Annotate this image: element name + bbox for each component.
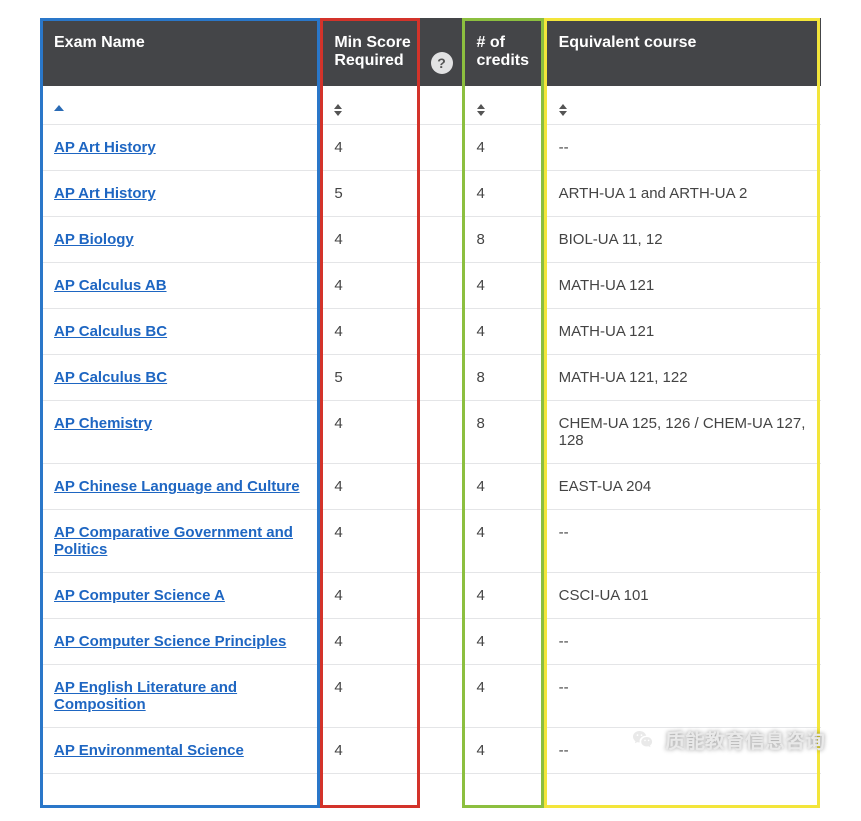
- cell-equiv: --: [545, 510, 821, 573]
- sort-cell-score[interactable]: [320, 86, 462, 125]
- help-icon[interactable]: ?: [431, 52, 453, 74]
- table-row: AP Calculus AB44MATH-UA 121: [40, 263, 821, 309]
- cell-credits: 4: [463, 125, 545, 171]
- cell-score: 4: [320, 125, 462, 171]
- cell-credits: 4: [463, 309, 545, 355]
- table-row: AP English Literature and Composition44-…: [40, 665, 821, 728]
- cell-score: 5: [320, 355, 462, 401]
- cell-exam: AP Environmental Science: [40, 728, 320, 774]
- cell-exam: AP Calculus AB: [40, 263, 320, 309]
- table-row: AP Calculus BC 58MATH-UA 121, 122: [40, 355, 821, 401]
- cell-credits: 8: [463, 217, 545, 263]
- cell-equiv: --: [545, 665, 821, 728]
- cell-credits: 4: [463, 263, 545, 309]
- exam-link[interactable]: AP Comparative Government and Politics: [54, 524, 293, 558]
- exam-link[interactable]: AP Chinese Language and Culture: [54, 478, 300, 495]
- credits-table: Exam NameMin Score Required?# of credits…: [40, 18, 821, 774]
- cell-score: 4: [320, 665, 462, 728]
- sort-indicator-row: [40, 86, 821, 125]
- exam-link[interactable]: AP Calculus BC: [54, 369, 167, 386]
- cell-score: 4: [320, 728, 462, 774]
- sort-toggle-icon: [334, 104, 342, 116]
- cell-credits: 4: [463, 171, 545, 217]
- table-row: AP Chemistry 48CHEM-UA 125, 126 / CHEM-UA…: [40, 401, 821, 464]
- cell-equiv: ARTH-UA 1 and ARTH-UA 2: [545, 171, 821, 217]
- col-header-score[interactable]: Min Score Required?: [320, 18, 462, 86]
- table-row: AP Comparative Government and Politics 44…: [40, 510, 821, 573]
- cell-equiv: MATH-UA 121: [545, 263, 821, 309]
- exam-link[interactable]: AP English Literature and Composition: [54, 679, 237, 713]
- cell-exam: AP Art History: [40, 171, 320, 217]
- cell-credits: 4: [463, 573, 545, 619]
- cell-score: 4: [320, 573, 462, 619]
- exam-link[interactable]: AP Environmental Science: [54, 742, 244, 759]
- cell-score: 4: [320, 309, 462, 355]
- cell-equiv: CHEM-UA 125, 126 / CHEM-UA 127, 128: [545, 401, 821, 464]
- watermark: 质能教育信息咨询: [631, 725, 825, 754]
- cell-exam: AP Chemistry: [40, 401, 320, 464]
- wechat-icon: [631, 728, 655, 752]
- cell-credits: 4: [463, 665, 545, 728]
- col-header-exam[interactable]: Exam Name: [40, 18, 320, 86]
- col-header-equiv[interactable]: Equivalent course: [545, 18, 821, 86]
- exam-link[interactable]: AP Chemistry: [54, 415, 152, 432]
- cell-score: 4: [320, 619, 462, 665]
- cell-exam: AP English Literature and Composition: [40, 665, 320, 728]
- table-row: AP Chinese Language and Culture44EAST-UA…: [40, 464, 821, 510]
- exam-link[interactable]: AP Biology: [54, 231, 134, 248]
- cell-equiv: --: [545, 619, 821, 665]
- col-header-credits[interactable]: # of credits: [463, 18, 545, 86]
- cell-credits: 4: [463, 464, 545, 510]
- exam-link[interactable]: AP Computer Science A: [54, 587, 225, 604]
- exam-link[interactable]: AP Art History: [54, 185, 156, 202]
- cell-score: 4: [320, 510, 462, 573]
- exam-link[interactable]: AP Calculus AB: [54, 277, 167, 294]
- cell-score: 4: [320, 217, 462, 263]
- cell-credits: 4: [463, 728, 545, 774]
- cell-equiv: EAST-UA 204: [545, 464, 821, 510]
- cell-score: 4: [320, 401, 462, 464]
- cell-exam: AP Computer Science Principles: [40, 619, 320, 665]
- cell-exam: AP Comparative Government and Politics: [40, 510, 320, 573]
- cell-equiv: --: [545, 125, 821, 171]
- table-header-row: Exam NameMin Score Required?# of credits…: [40, 18, 821, 86]
- cell-credits: 4: [463, 619, 545, 665]
- cell-exam: AP Calculus BC: [40, 309, 320, 355]
- sort-cell-equiv[interactable]: [545, 86, 821, 125]
- cell-exam: AP Art History: [40, 125, 320, 171]
- cell-equiv: MATH-UA 121, 122: [545, 355, 821, 401]
- cell-exam: AP Calculus BC: [40, 355, 320, 401]
- table-row: AP Computer Science Principles44--: [40, 619, 821, 665]
- cell-exam: AP Computer Science A: [40, 573, 320, 619]
- cell-credits: 8: [463, 401, 545, 464]
- cell-score: 4: [320, 464, 462, 510]
- sort-asc-icon: [54, 105, 64, 111]
- cell-score: 5: [320, 171, 462, 217]
- cell-exam: AP Chinese Language and Culture: [40, 464, 320, 510]
- table-row: AP Art History 54ARTH-UA 1 and ARTH-UA 2: [40, 171, 821, 217]
- exam-link[interactable]: AP Computer Science Principles: [54, 633, 286, 650]
- cell-equiv: CSCI-UA 101: [545, 573, 821, 619]
- exam-link[interactable]: AP Art History: [54, 139, 156, 156]
- cell-equiv: MATH-UA 121: [545, 309, 821, 355]
- sort-cell-credits[interactable]: [463, 86, 545, 125]
- table-row: AP Calculus BC44MATH-UA 121: [40, 309, 821, 355]
- sort-toggle-icon: [477, 104, 485, 116]
- page-root: Exam NameMin Score Required?# of credits…: [0, 0, 861, 774]
- cell-score: 4: [320, 263, 462, 309]
- cell-equiv: BIOL-UA 11, 12: [545, 217, 821, 263]
- exam-link[interactable]: AP Calculus BC: [54, 323, 167, 340]
- table-row: AP Biology 48BIOL-UA 11, 12: [40, 217, 821, 263]
- sort-cell-exam[interactable]: [40, 86, 320, 125]
- cell-credits: 4: [463, 510, 545, 573]
- table-row: AP Art History44--: [40, 125, 821, 171]
- cell-exam: AP Biology: [40, 217, 320, 263]
- cell-credits: 8: [463, 355, 545, 401]
- sort-toggle-icon: [559, 104, 567, 116]
- table-row: AP Computer Science A44CSCI-UA 101: [40, 573, 821, 619]
- watermark-text: 质能教育信息咨询: [665, 725, 825, 754]
